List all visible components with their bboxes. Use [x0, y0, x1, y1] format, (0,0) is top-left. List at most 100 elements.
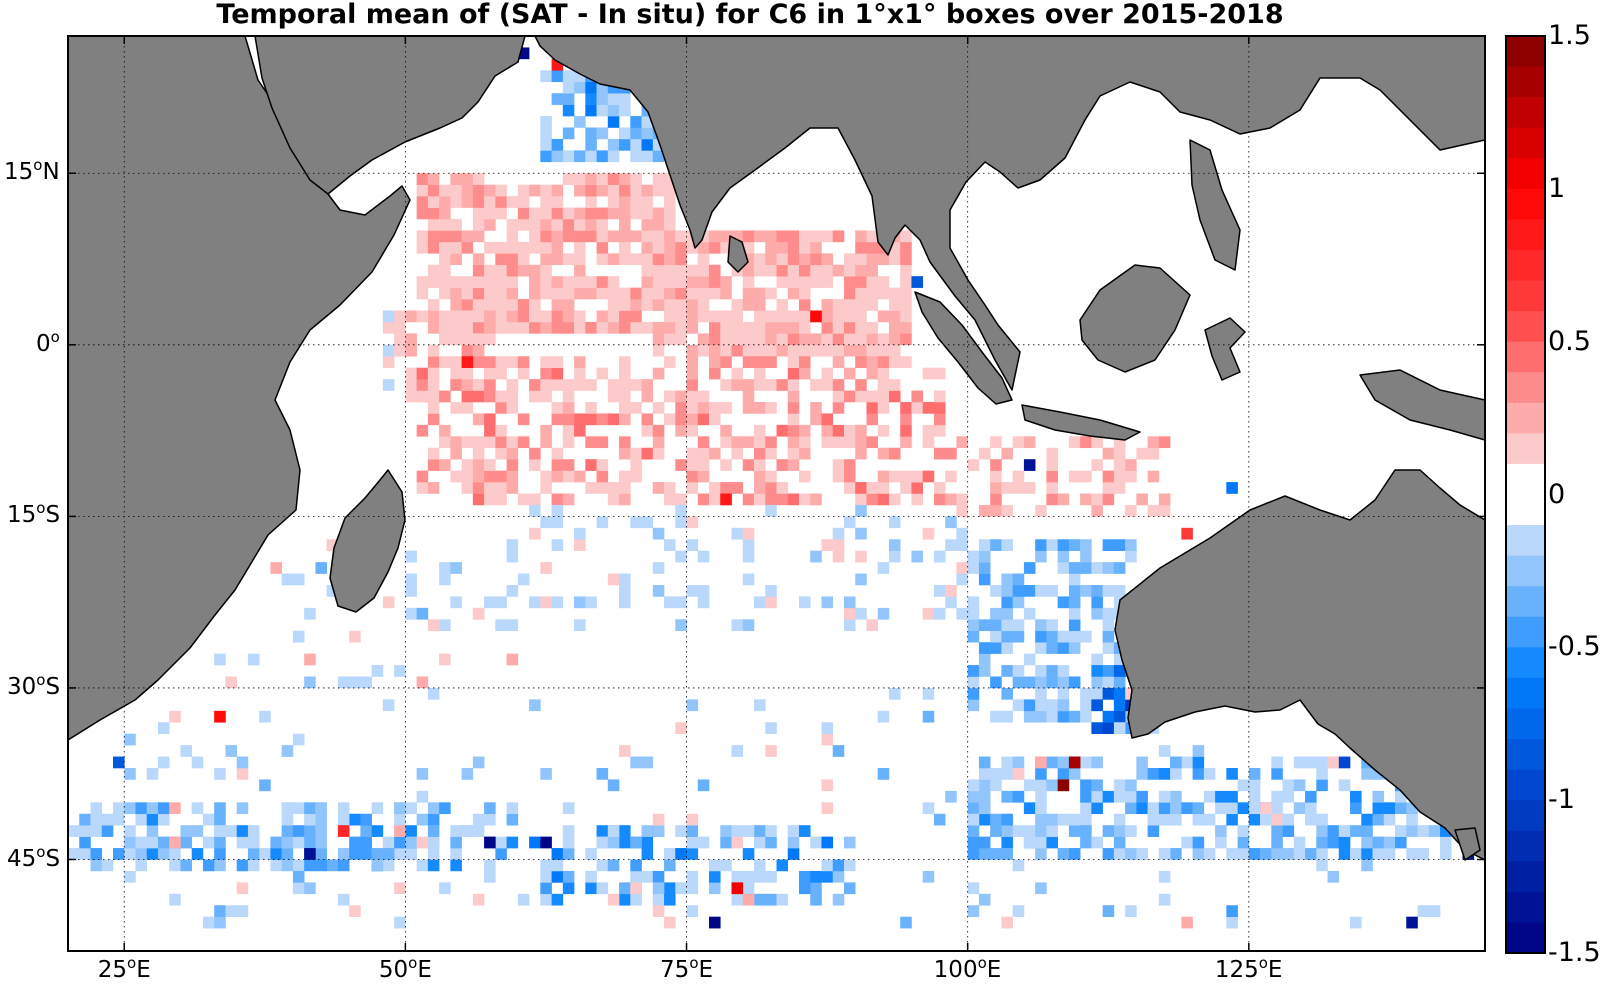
data-cell	[990, 436, 1002, 449]
data-cell	[574, 241, 586, 254]
data-cell	[1113, 562, 1126, 574]
data-cell	[821, 779, 834, 792]
data-cell	[832, 424, 845, 437]
data-cell	[821, 367, 834, 380]
data-cell	[641, 379, 654, 391]
data-cell	[484, 596, 496, 609]
data-cell	[562, 276, 575, 288]
data-cell	[450, 276, 462, 288]
data-cell	[157, 848, 170, 860]
data-cell	[562, 493, 575, 506]
data-cell	[1012, 630, 1025, 643]
data-cell	[1305, 848, 1317, 860]
data-cell	[270, 859, 282, 872]
data-cell	[394, 333, 406, 346]
data-cell	[506, 470, 519, 483]
data-cell	[495, 447, 507, 460]
data-cell	[877, 333, 890, 346]
data-cell	[405, 585, 417, 597]
data-cell	[675, 722, 687, 734]
data-cell	[1068, 596, 1081, 609]
colorbar-segment	[1506, 830, 1545, 862]
data-cell	[619, 184, 631, 197]
data-cell	[1226, 768, 1238, 780]
data-cell	[1113, 710, 1126, 723]
data-cell	[562, 882, 575, 895]
data-cell	[292, 630, 305, 643]
data-cell	[135, 802, 148, 815]
axis-ticks	[68, 36, 1485, 951]
data-cell	[765, 870, 777, 883]
data-cell	[292, 859, 305, 872]
data-cell	[1203, 813, 1216, 826]
data-cell	[911, 470, 923, 483]
data-cell	[1035, 768, 1047, 780]
data-cell	[529, 459, 541, 471]
data-cell	[574, 70, 586, 83]
data-cell	[371, 859, 384, 872]
data-cell	[990, 768, 1002, 780]
data-cell	[596, 241, 609, 254]
data-cell	[798, 424, 811, 437]
data-cell	[202, 916, 215, 929]
land-layer	[68, 36, 1485, 861]
data-cell	[1327, 836, 1340, 849]
data-cell	[1147, 504, 1160, 517]
data-cell	[641, 276, 654, 288]
data-cell	[1012, 482, 1025, 494]
data-cell	[697, 276, 710, 288]
data-cell	[675, 596, 687, 609]
data-cell	[124, 825, 136, 837]
data-cell	[1147, 802, 1160, 815]
data-cell	[495, 402, 507, 414]
data-cell	[484, 333, 496, 346]
data-cell	[798, 470, 811, 483]
data-cell	[472, 493, 485, 506]
data-cell	[1035, 676, 1047, 689]
data-cell	[911, 276, 923, 288]
data-cell	[664, 333, 676, 346]
data-cell	[754, 893, 766, 906]
data-cell	[461, 470, 474, 483]
data-cell	[1293, 848, 1306, 860]
data-cell	[619, 893, 631, 906]
data-cell	[1158, 504, 1171, 517]
data-cell	[146, 848, 159, 860]
data-cell	[810, 870, 822, 883]
data-cell	[427, 447, 440, 460]
data-cell	[630, 173, 642, 185]
data-cell	[619, 836, 631, 849]
data-cell	[405, 607, 417, 620]
data-cell	[765, 344, 777, 357]
data-cell	[1125, 459, 1137, 471]
data-cell	[1068, 619, 1081, 632]
data-cell	[461, 436, 474, 449]
data-cell	[1046, 756, 1058, 769]
data-cell	[900, 356, 912, 368]
data-cell	[855, 424, 867, 437]
data-cell	[877, 493, 890, 506]
data-cell	[439, 573, 451, 586]
data-cell	[832, 379, 845, 391]
data-cell	[1012, 905, 1025, 917]
data-cell	[585, 230, 597, 243]
colorbar-tick-label: 1	[1548, 172, 1566, 204]
data-cell	[720, 836, 732, 849]
data-cell	[1192, 756, 1205, 769]
data-cell	[416, 184, 429, 197]
data-cell	[1057, 630, 1070, 643]
data-cell	[855, 299, 867, 311]
data-cell	[978, 756, 991, 769]
data-cell	[574, 116, 586, 128]
data-cell	[922, 687, 935, 700]
data-cell	[495, 482, 507, 494]
data-cell	[1125, 550, 1137, 563]
data-cell	[562, 321, 575, 334]
data-cell	[664, 848, 676, 860]
data-cell	[439, 619, 451, 632]
data-cell	[742, 390, 755, 403]
data-cell	[551, 276, 564, 288]
data-cell	[1046, 539, 1058, 551]
data-cell	[686, 470, 699, 483]
data-cell	[619, 310, 631, 323]
